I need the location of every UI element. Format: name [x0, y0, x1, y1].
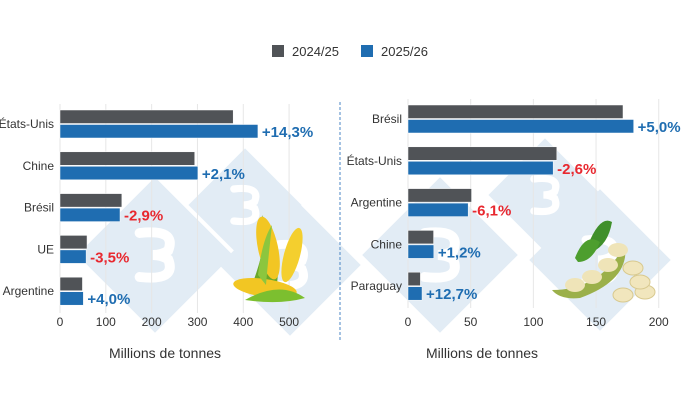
bar-2024-25[interactable] — [59, 109, 234, 124]
data-label: +14,3% — [262, 124, 313, 141]
bar-2024-25[interactable] — [59, 151, 195, 166]
x-tick-label: 100 — [523, 315, 543, 329]
bar-2024-25[interactable] — [59, 235, 88, 250]
watermark-digit-shape — [134, 227, 175, 283]
legend: 2024/25 2025/26 — [0, 41, 700, 61]
legend-label: 2024/25 — [292, 43, 339, 59]
data-label: +5,0% — [638, 119, 681, 136]
bar-2024-25[interactable] — [407, 146, 558, 161]
chart-2: 0 50 100 150 200 Millions de tonnes Brésil +5,0… — [347, 99, 681, 361]
bar-2025-26[interactable] — [59, 291, 84, 306]
legend-swatch-2025-26 — [361, 45, 373, 57]
category-label: États-Unis — [347, 153, 402, 168]
category-label: Chine — [23, 159, 55, 173]
x-tick-label: 0 — [405, 315, 412, 329]
category-label: Brésil — [372, 112, 402, 126]
data-label: -3,5% — [90, 249, 129, 266]
bar-2024-25[interactable] — [59, 193, 123, 208]
x-tick-label: 150 — [586, 315, 606, 329]
bar-2025-26[interactable] — [407, 286, 423, 301]
data-label: +12,7% — [426, 286, 477, 303]
category-label: États-Unis — [0, 116, 54, 131]
legend-label: 2025/26 — [381, 43, 428, 59]
x-tick-label: 300 — [187, 315, 207, 329]
category-label: Brésil — [24, 201, 54, 215]
watermark-digit-shape — [419, 227, 460, 283]
bar-2025-26[interactable] — [407, 119, 634, 134]
category-label: Chine — [371, 237, 403, 251]
category-label: UE — [37, 242, 54, 256]
data-label: +4,0% — [87, 291, 130, 308]
bar-2025-26[interactable] — [407, 244, 435, 259]
x-tick-label: 500 — [279, 315, 299, 329]
legend-item-2024-25[interactable]: 2024/25 — [272, 41, 339, 61]
x-tick-label: 0 — [57, 315, 64, 329]
bar-2024-25[interactable] — [407, 188, 472, 203]
category-label: Argentine — [351, 196, 403, 210]
bar-2025-26[interactable] — [407, 202, 469, 217]
category-label: Argentine — [3, 284, 55, 298]
legend-item-2025-26[interactable]: 2025/26 — [361, 41, 428, 61]
x-tick-label: 100 — [96, 315, 116, 329]
data-label: -2,6% — [557, 161, 596, 178]
x-tick-label: 50 — [464, 315, 478, 329]
bar-2024-25[interactable] — [59, 276, 83, 291]
category-label: Paraguay — [351, 279, 402, 293]
bar-2024-25[interactable] — [407, 230, 434, 245]
soybean-icon — [552, 220, 656, 303]
corn-icon — [233, 215, 305, 303]
x-axis-title: Millions de tonnes — [109, 345, 221, 361]
bar-2024-25[interactable] — [407, 104, 624, 119]
x-tick-label: 200 — [142, 315, 162, 329]
x-tick-label: 400 — [233, 315, 253, 329]
bar-2025-26[interactable] — [59, 249, 87, 264]
watermark-digit-shape — [530, 174, 560, 216]
bar-2024-25[interactable] — [407, 271, 421, 286]
chart-1: 0 100 200 300 400 500 Millions de tonnes États-… — [0, 104, 313, 361]
x-tick-label: 200 — [649, 315, 669, 329]
bar-2025-26[interactable] — [59, 166, 199, 181]
bar-2025-26[interactable] — [59, 207, 121, 222]
data-label: -2,9% — [124, 208, 163, 225]
legend-swatch-2024-25 — [272, 45, 284, 57]
bar-2025-26[interactable] — [59, 124, 259, 139]
bar-2025-26[interactable] — [407, 161, 554, 176]
x-axis-title: Millions de tonnes — [426, 345, 538, 361]
data-label: +2,1% — [202, 166, 245, 183]
data-label: +1,2% — [438, 244, 481, 261]
data-label: -6,1% — [472, 203, 511, 220]
